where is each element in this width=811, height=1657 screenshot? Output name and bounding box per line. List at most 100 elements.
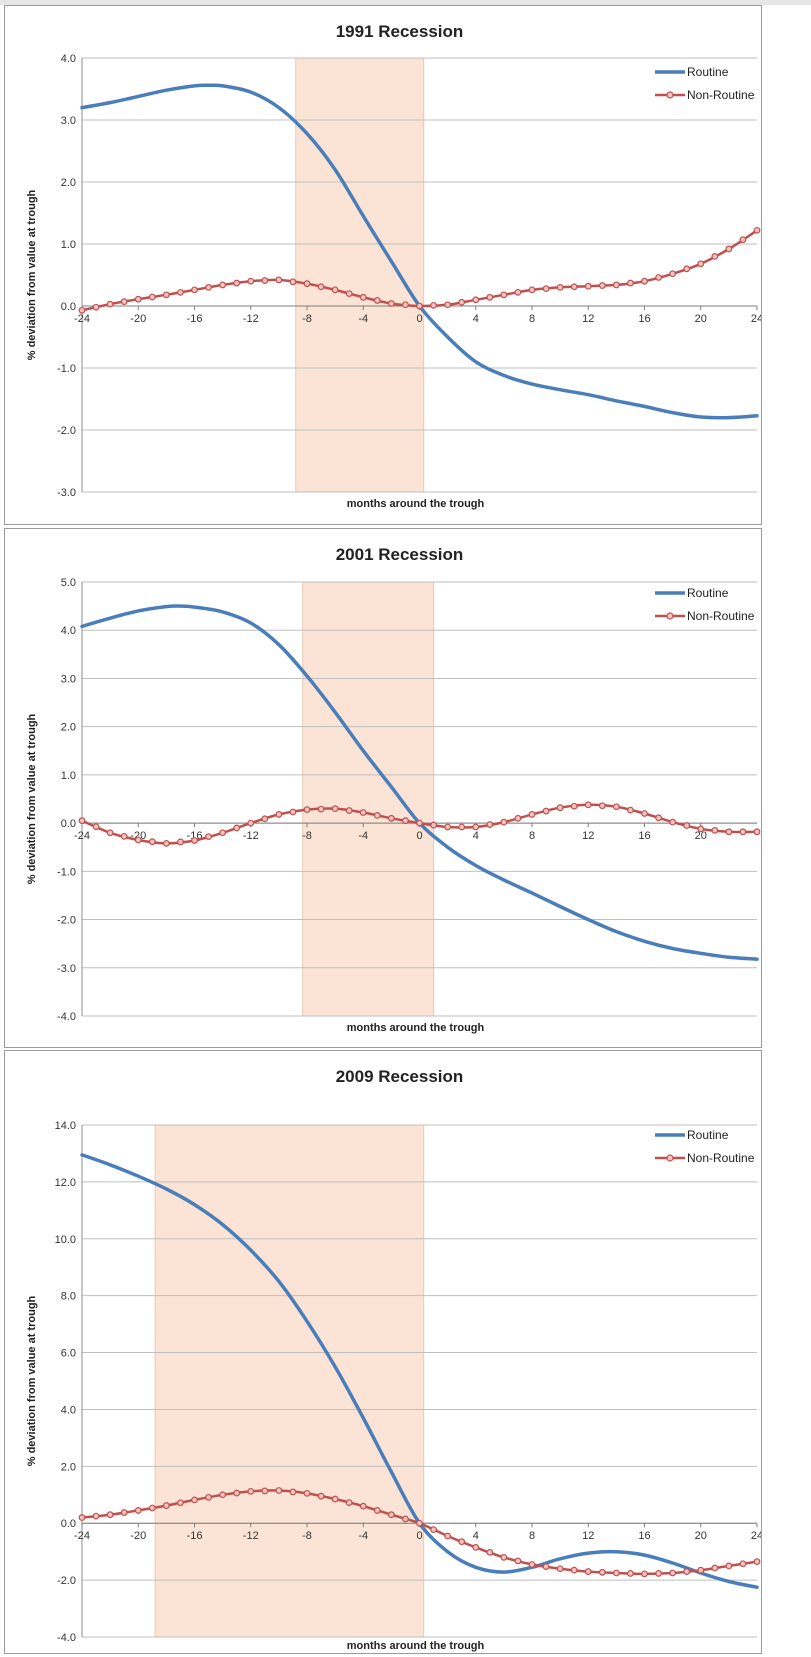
x-tick-label: -16 xyxy=(187,313,203,325)
non-routine-point xyxy=(233,824,241,832)
non-routine-point xyxy=(584,282,592,290)
non-routine-point xyxy=(416,1519,423,1527)
non-routine-point xyxy=(570,802,578,810)
non-routine-point xyxy=(275,1487,283,1494)
non-routine-point xyxy=(387,1511,395,1519)
non-routine-point xyxy=(711,826,719,834)
non-routine-point xyxy=(373,811,381,819)
non-routine-point xyxy=(669,1569,677,1577)
non-routine-point xyxy=(387,814,395,822)
y-tick-label: 8.0 xyxy=(61,1291,76,1303)
x-tick-label: -4 xyxy=(358,313,368,325)
non-routine-point xyxy=(430,1526,437,1534)
non-routine-point xyxy=(444,301,452,309)
non-routine-point xyxy=(191,286,198,294)
chart-panel-1991: -3.0 -2.0 -1.0 0.0 1.0 2.0 3.0 4.0 -24 -20 -16 -12 -… xyxy=(4,5,762,525)
non-routine-point xyxy=(514,1557,522,1565)
y-axis-label: % deviation from value at trough xyxy=(26,1295,38,1466)
non-routine-point xyxy=(711,252,719,260)
legend-marker xyxy=(666,612,674,620)
non-routine-point xyxy=(528,286,536,294)
y-axis-label: % deviation from value at trough xyxy=(26,189,38,360)
y-tick-label: 1.0 xyxy=(61,770,76,782)
non-routine-point xyxy=(528,1561,536,1568)
non-routine-point xyxy=(289,1488,297,1496)
x-tick-label: -20 xyxy=(130,1530,146,1542)
non-routine-point xyxy=(345,290,353,298)
non-routine-point xyxy=(683,265,691,273)
y-tick-label: -4.0 xyxy=(57,1011,76,1023)
y-tick-label: 2.0 xyxy=(61,722,76,734)
non-routine-point xyxy=(148,838,156,846)
non-routine-point xyxy=(627,279,634,287)
non-routine-point xyxy=(402,1515,409,1523)
recession-band xyxy=(302,581,435,1017)
non-routine-point xyxy=(598,1568,606,1576)
non-routine-point xyxy=(106,829,114,837)
y-tick-label: 3.0 xyxy=(61,673,76,685)
y-tick-label: -1.0 xyxy=(57,866,76,878)
non-routine-point xyxy=(669,818,677,826)
non-routine-point xyxy=(177,288,184,296)
non-routine-point xyxy=(106,300,114,308)
chart-title: 1991 Recession xyxy=(336,22,464,41)
non-routine-point xyxy=(345,807,353,814)
x-tick-label: -12 xyxy=(243,1530,259,1542)
non-routine-point xyxy=(725,245,733,253)
x-tick-label: -12 xyxy=(243,830,259,842)
x-tick-label: -8 xyxy=(302,830,312,842)
non-routine-point xyxy=(219,281,227,289)
x-tick-label: -16 xyxy=(187,1530,203,1542)
non-routine-point xyxy=(739,236,747,244)
non-routine-point xyxy=(134,295,142,303)
non-routine-point xyxy=(570,283,578,291)
y-tick-label: 10.0 xyxy=(55,1234,76,1246)
legend-label: Routine xyxy=(687,1128,729,1142)
y-tick-label: -2.0 xyxy=(57,425,76,437)
y-tick-label: -4.0 xyxy=(57,1632,76,1644)
non-routine-point xyxy=(486,821,494,828)
routine-series-line xyxy=(80,83,759,420)
non-routine-point xyxy=(233,279,241,287)
non-routine-point xyxy=(177,1499,184,1507)
y-tick-label: 0.0 xyxy=(61,301,76,313)
non-routine-point xyxy=(317,805,325,813)
non-routine-point xyxy=(500,1553,508,1561)
x-tick-label: 20 xyxy=(695,1530,707,1542)
non-routine-point xyxy=(205,284,212,291)
non-routine-point xyxy=(542,285,550,293)
y-tick-label: -2.0 xyxy=(57,1575,76,1587)
non-routine-point xyxy=(584,801,592,809)
x-tick-label: -24 xyxy=(74,1530,90,1542)
chart-panel-2001: -4.0 -3.0 -2.0 -1.0 0.0 1.0 2.0 3.0 4.0 5.0 -24 -20… xyxy=(4,528,762,1048)
non-routine-point xyxy=(739,828,747,836)
non-routine-point xyxy=(219,1491,227,1499)
non-routine-point xyxy=(697,260,705,268)
x-tick-label: 4 xyxy=(473,1530,479,1542)
non-routine-point xyxy=(612,1569,620,1577)
non-routine-point xyxy=(416,819,423,827)
non-routine-point xyxy=(78,817,86,825)
legend-label: Non-Routine xyxy=(687,88,755,102)
non-routine-point xyxy=(655,814,662,822)
x-tick-label: 16 xyxy=(638,313,650,325)
non-routine-point xyxy=(317,283,325,291)
non-routine-point xyxy=(514,288,522,296)
non-routine-point xyxy=(148,1504,156,1512)
non-routine-point xyxy=(162,291,170,299)
non-routine-point xyxy=(92,823,100,831)
non-routine-point xyxy=(514,814,522,822)
non-routine-point xyxy=(500,291,508,299)
non-routine-point xyxy=(598,282,606,289)
non-routine-point xyxy=(458,1538,466,1546)
non-routine-point xyxy=(120,1509,128,1516)
non-routine-point xyxy=(556,804,564,812)
legend-marker xyxy=(666,1154,674,1162)
y-tick-label: -1.0 xyxy=(57,363,76,375)
chart-panel-2009: -4.0 -2.0 0.0 2.0 4.0 6.0 8.0 10.0 12.0 14.0 -24 -2… xyxy=(4,1050,762,1654)
recession-band xyxy=(295,57,425,493)
non-routine-point xyxy=(92,303,100,311)
x-tick-label: 24 xyxy=(751,1530,761,1542)
y-tick-label: 4.0 xyxy=(61,1404,76,1416)
x-tick-label: -8 xyxy=(302,313,312,325)
